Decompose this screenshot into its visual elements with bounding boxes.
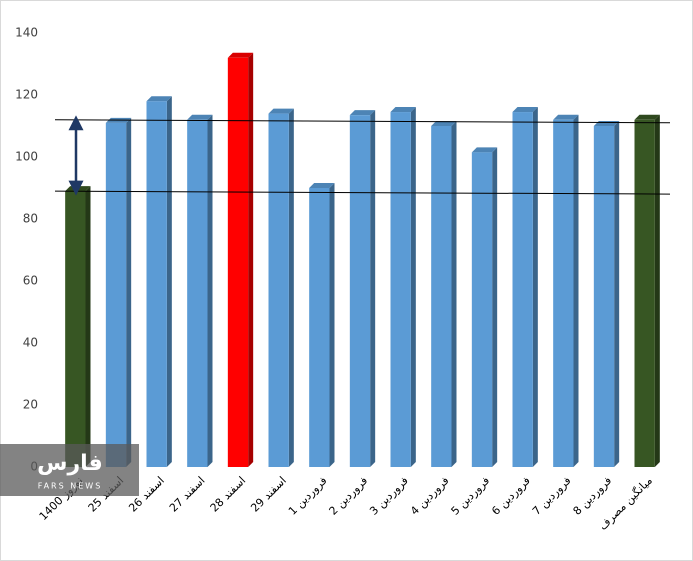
watermark-text: فارس (37, 451, 103, 476)
y-tick-label: 120 (15, 88, 38, 102)
bar-side (248, 52, 254, 468)
bar-top (227, 52, 254, 58)
bar-side (370, 110, 376, 468)
bar (349, 115, 371, 468)
bar-top (553, 114, 579, 120)
bar (187, 119, 208, 468)
reference-line (54, 190, 671, 195)
bar (553, 119, 574, 468)
bar-side (451, 121, 457, 467)
bar (268, 113, 289, 467)
y-tick-label: 40 (23, 336, 38, 350)
bar-top (512, 107, 538, 113)
bar (634, 119, 655, 468)
bar-top (471, 147, 498, 153)
y-tick-label: 80 (23, 212, 38, 226)
bar-side (329, 183, 335, 467)
bar-top (268, 108, 294, 114)
bar-top (309, 183, 335, 188)
y-tick-label: 100 (15, 150, 38, 164)
bar-top (634, 114, 660, 120)
bar (390, 112, 411, 468)
bar-side (573, 114, 579, 468)
bar-top (431, 121, 457, 126)
watermark: فارس FARS NEWS (0, 444, 139, 496)
bar-side (85, 186, 91, 467)
bar (593, 126, 615, 467)
bar-top (146, 96, 172, 102)
bar-side (207, 114, 213, 468)
bar (65, 191, 86, 467)
bar (105, 122, 127, 468)
bar (512, 112, 533, 468)
y-tick-label: 60 (23, 274, 38, 288)
bar (146, 101, 167, 467)
reference-line (54, 119, 671, 124)
y-tick-label: 140 (15, 26, 38, 40)
bar (227, 57, 249, 468)
bar-side (532, 107, 538, 468)
bar-side (288, 108, 294, 467)
bar (431, 126, 452, 467)
watermark-subtext: FARS NEWS (38, 482, 103, 491)
bar-side (614, 121, 620, 467)
bar-side (410, 107, 416, 468)
bar-top (390, 107, 416, 113)
y-tick-label: 20 (23, 398, 38, 412)
bar-top (349, 110, 376, 116)
bar-side (126, 117, 132, 468)
bar-side (654, 114, 660, 468)
watermark-box (0, 444, 139, 496)
bar-side (492, 147, 498, 467)
bar-side (166, 96, 172, 467)
bar (471, 152, 493, 467)
bar (309, 188, 330, 467)
bar-top (187, 114, 213, 120)
